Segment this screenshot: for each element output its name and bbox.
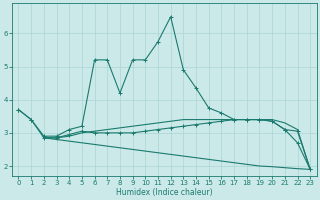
X-axis label: Humidex (Indice chaleur): Humidex (Indice chaleur) [116,188,213,197]
